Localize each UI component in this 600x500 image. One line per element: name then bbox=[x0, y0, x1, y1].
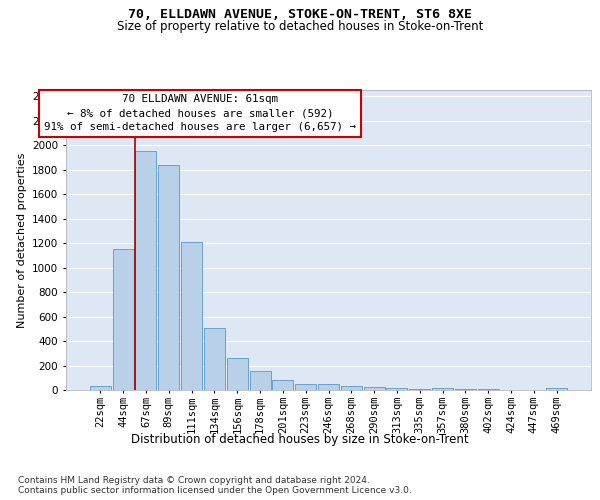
Text: Distribution of detached houses by size in Stoke-on-Trent: Distribution of detached houses by size … bbox=[131, 432, 469, 446]
Bar bbox=[409, 389, 430, 390]
Bar bbox=[295, 384, 316, 390]
Text: Contains HM Land Registry data © Crown copyright and database right 2024.: Contains HM Land Registry data © Crown c… bbox=[18, 476, 370, 485]
Bar bbox=[158, 164, 179, 390]
Bar bbox=[455, 389, 476, 390]
Bar bbox=[386, 388, 407, 390]
Text: Size of property relative to detached houses in Stoke-on-Trent: Size of property relative to detached ho… bbox=[117, 20, 483, 33]
Bar bbox=[318, 384, 339, 390]
Bar bbox=[204, 328, 225, 390]
Y-axis label: Number of detached properties: Number of detached properties bbox=[17, 152, 26, 328]
Text: Contains public sector information licensed under the Open Government Licence v3: Contains public sector information licen… bbox=[18, 486, 412, 495]
Bar bbox=[227, 358, 248, 390]
Bar bbox=[250, 371, 271, 390]
Text: 70, ELLDAWN AVENUE, STOKE-ON-TRENT, ST6 8XE: 70, ELLDAWN AVENUE, STOKE-ON-TRENT, ST6 … bbox=[128, 8, 472, 20]
Bar bbox=[90, 386, 111, 390]
Bar bbox=[272, 380, 293, 390]
Bar bbox=[136, 151, 157, 390]
Bar bbox=[341, 386, 362, 390]
Bar bbox=[364, 388, 385, 390]
Bar bbox=[432, 388, 453, 390]
Bar bbox=[546, 388, 567, 390]
Text: 70 ELLDAWN AVENUE: 61sqm
← 8% of detached houses are smaller (592)
91% of semi-d: 70 ELLDAWN AVENUE: 61sqm ← 8% of detache… bbox=[44, 94, 356, 132]
Bar bbox=[181, 242, 202, 390]
Bar bbox=[113, 249, 134, 390]
